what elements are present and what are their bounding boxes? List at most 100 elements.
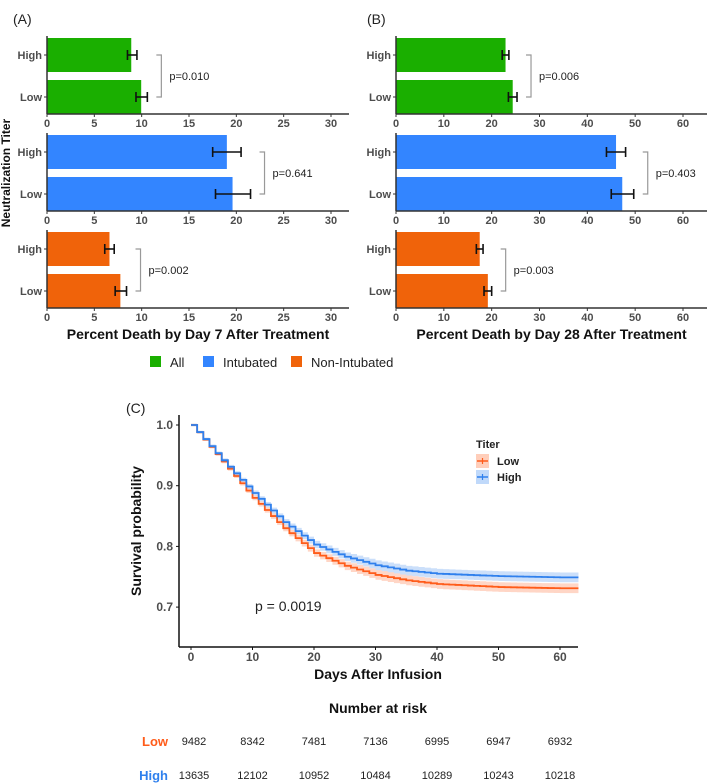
bar-all-high — [396, 38, 506, 72]
bar-all-high — [47, 38, 132, 72]
risk-count: 13635 — [179, 770, 210, 782]
legend-title: Titer — [476, 439, 500, 451]
x-tick-label: 25 — [278, 312, 290, 324]
significance-bracket — [135, 248, 142, 292]
category-label: Low — [20, 189, 42, 201]
significance-bracket — [642, 151, 649, 195]
p-value: p=0.641 — [273, 168, 313, 180]
bar-intubated-high — [396, 135, 617, 169]
y-tick-label: 0.9 — [156, 479, 173, 493]
x-tick-label: 0 — [44, 312, 50, 324]
bar-non-intubated-high — [396, 232, 480, 266]
x-tick-label: 50 — [629, 215, 641, 227]
category-label: Low — [369, 286, 391, 298]
risk-table-title: Number at risk — [329, 700, 427, 716]
bar-intubated-low — [47, 177, 233, 211]
category-label: High — [367, 147, 392, 159]
x-tick-label: 30 — [325, 215, 337, 227]
category-label: High — [18, 50, 43, 62]
x-tick-label: 30 — [325, 118, 337, 130]
panel-label: (A) — [13, 11, 32, 27]
legend-label: Intubated — [223, 355, 277, 370]
ci-band-low — [191, 423, 579, 594]
significance-bracket — [259, 151, 266, 195]
category-label: Low — [369, 189, 391, 201]
x-tick-label: 0 — [188, 650, 195, 664]
legend-label: Non-Intubated — [311, 355, 393, 370]
category-label: Low — [20, 286, 42, 298]
p-value: p=0.002 — [149, 265, 189, 277]
bar-non-intubated-low — [396, 274, 488, 308]
x-tick-label: 40 — [430, 650, 444, 664]
x-tick-label: 60 — [677, 215, 689, 227]
bar-intubated-low — [396, 177, 623, 211]
risk-count: 7481 — [302, 736, 326, 748]
survival-curve-high — [191, 424, 579, 579]
x-tick-label: 30 — [533, 118, 545, 130]
x-tick-label: 10 — [438, 215, 450, 227]
x-tick-label: 60 — [677, 312, 689, 324]
x-tick-label: 30 — [325, 312, 337, 324]
p-value: p=0.403 — [656, 168, 696, 180]
p-value: p=0.003 — [514, 265, 554, 277]
x-tick-label: 50 — [629, 118, 641, 130]
category-label: Low — [20, 92, 42, 104]
bar-all-low — [396, 80, 513, 114]
x-tick-label: 5 — [91, 118, 97, 130]
x-tick-label: 5 — [91, 215, 97, 227]
y-tick-label: 0.8 — [156, 539, 173, 553]
x-tick-label: 25 — [278, 118, 290, 130]
x-tick-label: 60 — [553, 650, 567, 664]
bar-non-intubated-low — [47, 274, 121, 308]
significance-bracket — [526, 54, 532, 98]
category-label: Low — [369, 92, 391, 104]
bar-all-low — [47, 80, 142, 114]
significance-bracket — [500, 248, 507, 292]
x-tick-label: 0 — [393, 118, 399, 130]
category-label: High — [18, 244, 43, 256]
x-tick-label: 20 — [230, 215, 242, 227]
y-tick-label: 1.0 — [156, 418, 173, 432]
x-tick-label: 50 — [629, 312, 641, 324]
x-tick-label: 0 — [44, 118, 50, 130]
y-tick-label: 0.7 — [156, 600, 173, 614]
x-tick-label: 40 — [581, 118, 593, 130]
risk-count: 6932 — [548, 736, 572, 748]
x-tick-label: 5 — [91, 312, 97, 324]
legend-label: High — [497, 472, 522, 484]
y-axis-title: Neutralization Titer — [0, 118, 13, 227]
legend-label: All — [170, 355, 185, 370]
x-tick-label: 20 — [230, 118, 242, 130]
x-tick-label: 20 — [486, 312, 498, 324]
x-tick-label: 10 — [136, 215, 148, 227]
x-axis-title: Percent Death by Day 28 After Treatment — [416, 326, 687, 342]
risk-count: 7136 — [363, 736, 387, 748]
legend-swatch-intubated — [203, 356, 214, 367]
risk-count: 9482 — [182, 736, 206, 748]
x-tick-label: 10 — [136, 312, 148, 324]
x-tick-label: 10 — [136, 118, 148, 130]
risk-count: 10218 — [545, 770, 576, 782]
x-tick-label: 60 — [677, 118, 689, 130]
x-tick-label: 15 — [183, 215, 195, 227]
x-tick-label: 50 — [492, 650, 506, 664]
category-label: High — [18, 147, 43, 159]
risk-count: 6947 — [486, 736, 510, 748]
bar-non-intubated-high — [47, 232, 110, 266]
x-tick-label: 10 — [246, 650, 260, 664]
y-axis-title: Survival probability — [128, 466, 144, 596]
x-tick-label: 20 — [230, 312, 242, 324]
x-tick-label: 20 — [486, 118, 498, 130]
p-value: p=0.006 — [539, 71, 579, 83]
x-tick-label: 40 — [581, 312, 593, 324]
risk-count: 8342 — [240, 736, 264, 748]
x-tick-label: 40 — [581, 215, 593, 227]
risk-count: 10484 — [360, 770, 391, 782]
risk-count: 10952 — [299, 770, 330, 782]
risk-count: 12102 — [237, 770, 268, 782]
ci-band-high — [191, 423, 579, 583]
bar-intubated-high — [47, 135, 227, 169]
panel-label: (C) — [126, 400, 145, 416]
risk-row-label: Low — [142, 734, 169, 749]
legend-swatch-non-intubated — [291, 356, 302, 367]
